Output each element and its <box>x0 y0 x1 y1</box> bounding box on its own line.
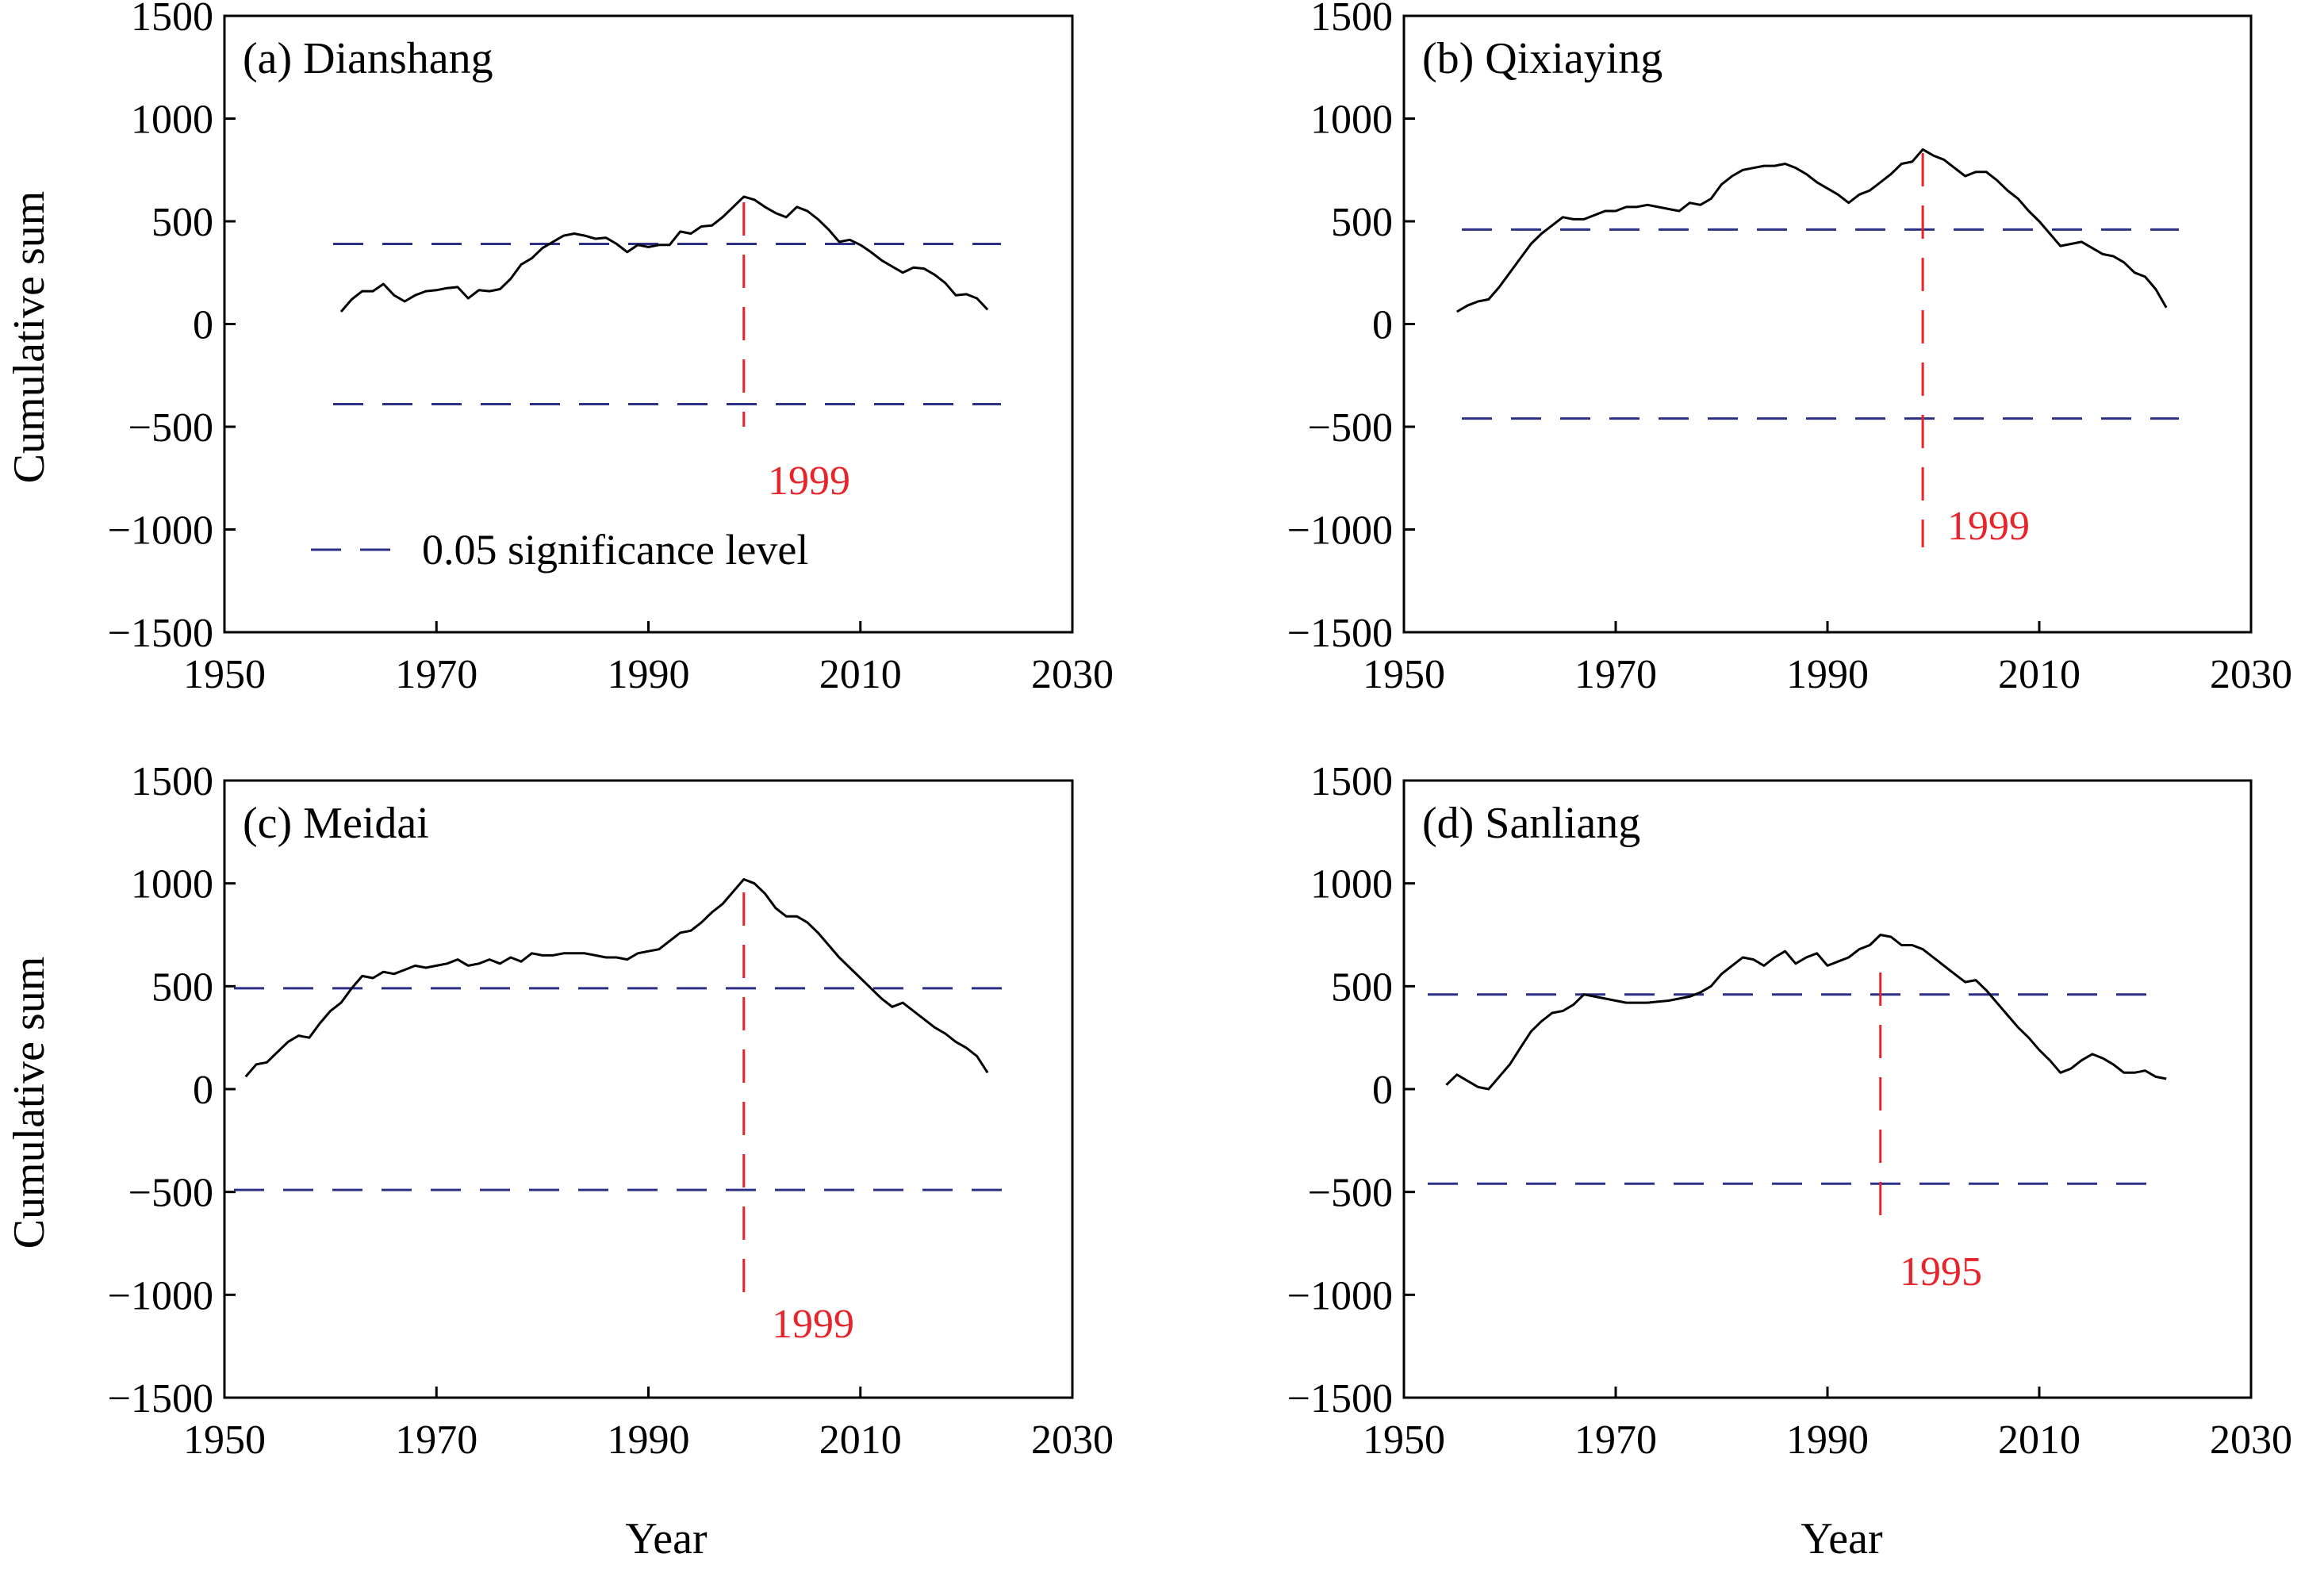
y-tick-label: −1500 <box>108 611 213 656</box>
y-tick-label: −1500 <box>108 1376 213 1421</box>
y-tick-label: 0 <box>1372 303 1393 348</box>
x-tick-label: 1950 <box>1363 652 1445 697</box>
x-tick-label: 1990 <box>1786 1417 1869 1463</box>
legend-label: 0.05 significance level <box>422 526 808 574</box>
y-tick-label: −500 <box>1308 405 1393 451</box>
x-tick-label: 1990 <box>608 652 690 697</box>
panel-title: (c) Meidai <box>243 799 429 848</box>
x-tick-label: 1950 <box>183 1417 266 1463</box>
y-tick-label: 1000 <box>131 98 213 143</box>
legend: 0.05 significance level <box>311 526 808 574</box>
panel-title: (d) Sanliang <box>1422 799 1640 848</box>
y-tick-label: −1000 <box>108 508 213 554</box>
y-tick-label: −500 <box>1308 1171 1393 1216</box>
y-tick-label: 1500 <box>1310 759 1393 804</box>
x-tick-label: 2010 <box>819 652 902 697</box>
x-tick-label: 1970 <box>1574 1417 1657 1463</box>
x-tick-label: 1950 <box>1363 1417 1445 1463</box>
x-tick-label: 1970 <box>395 1417 477 1463</box>
y-tick-label: 1500 <box>131 759 213 804</box>
y-tick-label: 500 <box>1331 200 1393 245</box>
y-tick-label: 500 <box>151 965 213 1010</box>
y-tick-label: −500 <box>128 1171 213 1216</box>
y-axis-title-bottom: Cumulative sum <box>5 957 54 1249</box>
y-tick-label: −1000 <box>108 1273 213 1318</box>
plot-frame <box>223 779 1074 1399</box>
panel-title: (a) Dianshang <box>243 34 493 83</box>
series-line <box>244 878 989 1078</box>
change-point-label: 1995 <box>1900 1249 1982 1295</box>
change-point-label: 1999 <box>1947 504 2030 549</box>
series-line <box>339 195 989 313</box>
x-tick-label: 1990 <box>1786 652 1869 697</box>
x-tick-label: 2030 <box>1031 1417 1114 1463</box>
y-tick-label: 1500 <box>1310 0 1393 40</box>
series-line <box>1456 148 2168 313</box>
y-tick-label: −500 <box>128 405 213 451</box>
x-tick-label: 2010 <box>1998 1417 2080 1463</box>
y-tick-label: 1000 <box>131 862 213 907</box>
y-axis-title-top: Cumulative sum <box>5 191 54 484</box>
y-tick-label: −1000 <box>1287 508 1393 554</box>
y-tick-label: −1500 <box>1287 1376 1393 1421</box>
y-tick-label: 500 <box>1331 965 1393 1010</box>
y-tick-label: 0 <box>193 303 213 348</box>
y-tick-label: 1500 <box>131 0 213 40</box>
y-tick-label: 0 <box>193 1068 213 1113</box>
x-tick-label: 1970 <box>1574 652 1657 697</box>
change-point-label: 1999 <box>772 1302 854 1347</box>
y-tick-label: 500 <box>151 200 213 245</box>
panel-title: (b) Qixiaying <box>1422 34 1662 83</box>
y-tick-label: −1500 <box>1287 611 1393 656</box>
series-line <box>1445 934 2167 1091</box>
x-tick-label: 1990 <box>608 1417 690 1463</box>
y-tick-label: 1000 <box>1310 98 1393 143</box>
change-point-label: 1999 <box>768 458 850 504</box>
plot-frame <box>1402 779 2253 1399</box>
x-axis-title-left: Year <box>625 1514 708 1563</box>
y-tick-label: 0 <box>1372 1068 1393 1113</box>
y-tick-label: −1000 <box>1287 1273 1393 1318</box>
x-tick-label: 2030 <box>2210 652 2292 697</box>
y-tick-label: 1000 <box>1310 862 1393 907</box>
x-tick-label: 1950 <box>183 652 266 697</box>
x-tick-label: 2030 <box>2210 1417 2292 1463</box>
x-tick-label: 2010 <box>819 1417 902 1463</box>
x-axis-title-right: Year <box>1801 1514 1883 1563</box>
x-tick-label: 2030 <box>1031 652 1114 697</box>
x-tick-label: 1970 <box>395 652 477 697</box>
x-tick-label: 2010 <box>1998 652 2080 697</box>
plot-frame <box>1402 14 2253 634</box>
